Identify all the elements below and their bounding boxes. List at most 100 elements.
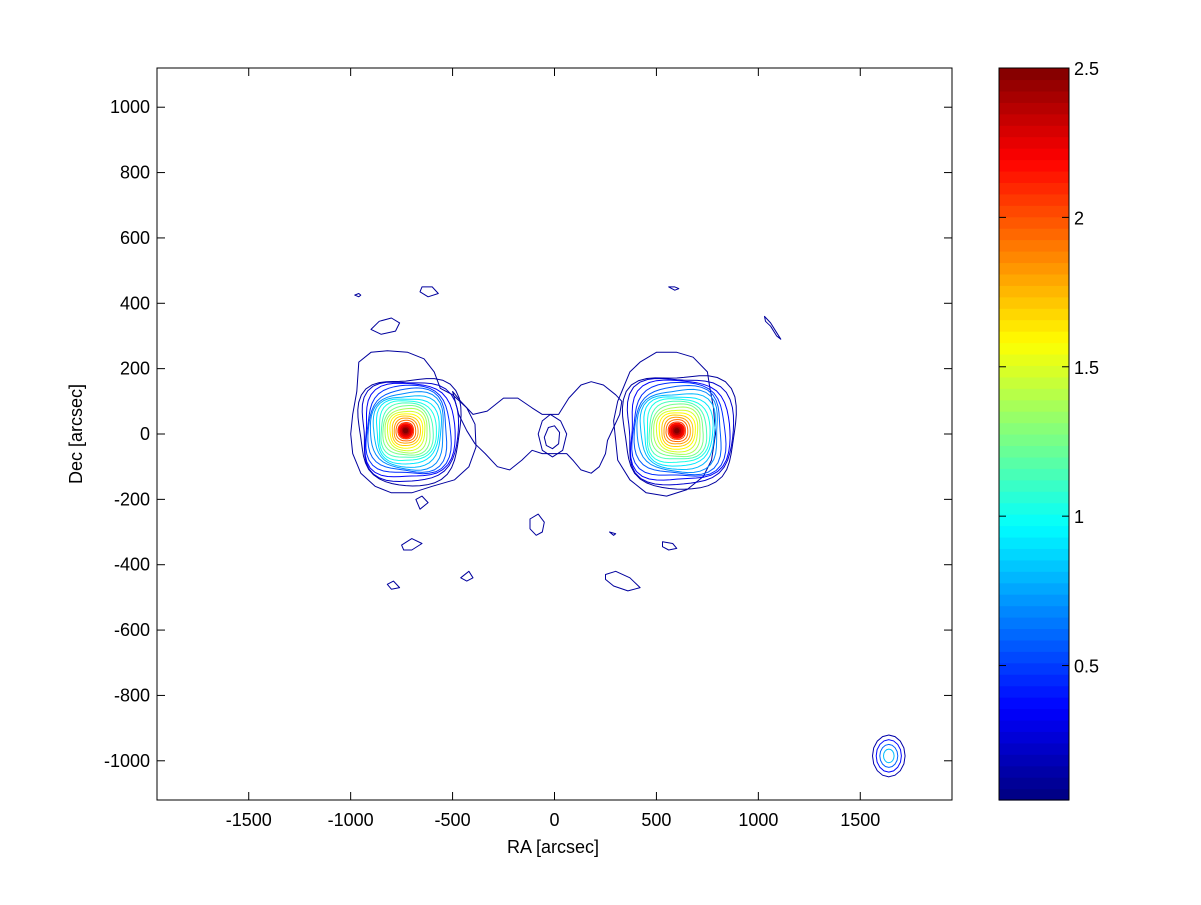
y-tick-label: -800 [114, 685, 150, 705]
colorbar-band [999, 765, 1069, 778]
colorbar-band [999, 205, 1069, 218]
x-tick-label: -1000 [328, 810, 374, 830]
x-axis-label: RA [arcsec] [507, 837, 599, 857]
colorbar-band [999, 674, 1069, 687]
colorbar-band [999, 136, 1069, 149]
colorbar-band [999, 102, 1069, 115]
contour-island-6 [415, 495, 429, 510]
x-tick-label: -500 [435, 810, 471, 830]
y-tick-label: -400 [114, 555, 150, 575]
contour-island-5 [764, 315, 782, 340]
lobe-contour [386, 410, 426, 452]
colorbar-band [999, 548, 1069, 561]
colorbar-band [999, 319, 1069, 332]
colorbar-band [999, 468, 1069, 481]
colorbar-band [999, 605, 1069, 618]
lobe-contour [648, 400, 708, 460]
lobe-contour [639, 393, 717, 471]
colorbar-band [999, 251, 1069, 264]
colorbar-tick-label: 2 [1074, 208, 1084, 228]
lobe-contour [367, 387, 448, 473]
colorbar-band [999, 445, 1069, 458]
colorbar: 0.5 1 1.5 2 2.5 [998, 59, 1099, 801]
lobe-contour [378, 400, 437, 462]
lobe-contour [380, 402, 434, 458]
colorbar-band [999, 731, 1069, 744]
lobe-contour [402, 428, 409, 434]
colorbar-band [999, 376, 1069, 389]
lobe-contour [636, 388, 718, 474]
y-tick-label: 200 [120, 359, 150, 379]
colorbar-tick-label: 0.5 [1074, 657, 1099, 677]
colorbar-band [999, 79, 1069, 92]
colorbar-band [999, 68, 1069, 81]
y-tick-label: -600 [114, 620, 150, 640]
lobe-contour [382, 405, 431, 456]
lobe-contour [633, 384, 722, 476]
lobe-contour [400, 424, 412, 437]
lobe-contour [653, 406, 701, 455]
contour-island-13 [605, 570, 641, 592]
lobe-contour [621, 375, 737, 490]
lobe-contour [658, 412, 696, 450]
y-tick-label: 600 [120, 228, 150, 248]
colorbar-band [999, 685, 1069, 698]
lobe-contour [365, 384, 452, 475]
y-tick-label: -200 [114, 489, 150, 509]
colorbar-band [999, 479, 1069, 492]
source-contour [871, 734, 906, 778]
colorbar-bands [999, 68, 1069, 801]
colorbar-band [999, 434, 1069, 447]
x-axis-ticks: -1500 -1000 -500 0 500 1000 1500 [226, 68, 880, 830]
colorbar-ticks: 0.5 1 1.5 2 2.5 [999, 59, 1099, 677]
source-contour [875, 739, 902, 773]
colorbar-band [999, 697, 1069, 710]
colorbar-band [999, 399, 1069, 412]
contour-island-8 [386, 580, 401, 590]
colorbar-band [999, 125, 1069, 138]
colorbar-band [999, 422, 1069, 435]
colorbar-band [999, 559, 1069, 572]
colorbar-band [999, 491, 1069, 504]
contour-island-11 [609, 531, 617, 536]
lobe-contour [670, 424, 683, 437]
colorbar-band [999, 742, 1069, 755]
colorbar-band [999, 662, 1069, 675]
contour-east-lobe-envelope [613, 351, 716, 497]
lobe-contour [663, 416, 691, 445]
contour-west-lobe-envelope [350, 350, 477, 494]
colorbar-tick-label: 1 [1074, 507, 1084, 527]
colorbar-band [999, 285, 1069, 298]
lobe-contour [393, 417, 419, 444]
y-tick-label: 0 [140, 424, 150, 444]
lobe-contour [672, 426, 682, 435]
colorbar-band [999, 308, 1069, 321]
contour-island-2 [419, 286, 439, 298]
x-tick-label: 1000 [738, 810, 778, 830]
x-tick-label: -1500 [226, 810, 272, 830]
contour-island-7 [401, 538, 423, 551]
plot-frame [156, 67, 953, 801]
colorbar-band [999, 331, 1069, 344]
lobe-contour [397, 422, 415, 440]
colorbar-band [999, 502, 1069, 515]
lobe-contour [629, 379, 731, 481]
y-tick-label: -1000 [104, 751, 150, 771]
source-contour [879, 743, 899, 768]
colorbar-band [999, 159, 1069, 172]
colorbar-tick-label: 1.5 [1074, 358, 1099, 378]
lobe-contour [389, 413, 424, 449]
lobe-contour [655, 409, 699, 453]
colorbar-band [999, 228, 1069, 241]
colorbar-band [999, 708, 1069, 721]
contour-core-ring-2 [543, 425, 561, 450]
x-tick-label: 500 [641, 810, 671, 830]
colorbar-band [999, 193, 1069, 206]
lobe-contour [646, 398, 711, 464]
colorbar-band [999, 456, 1069, 469]
colorbar-band [999, 536, 1069, 549]
colorbar-band [999, 617, 1069, 630]
colorbar-band [999, 342, 1069, 355]
colorbar-band [999, 788, 1069, 801]
